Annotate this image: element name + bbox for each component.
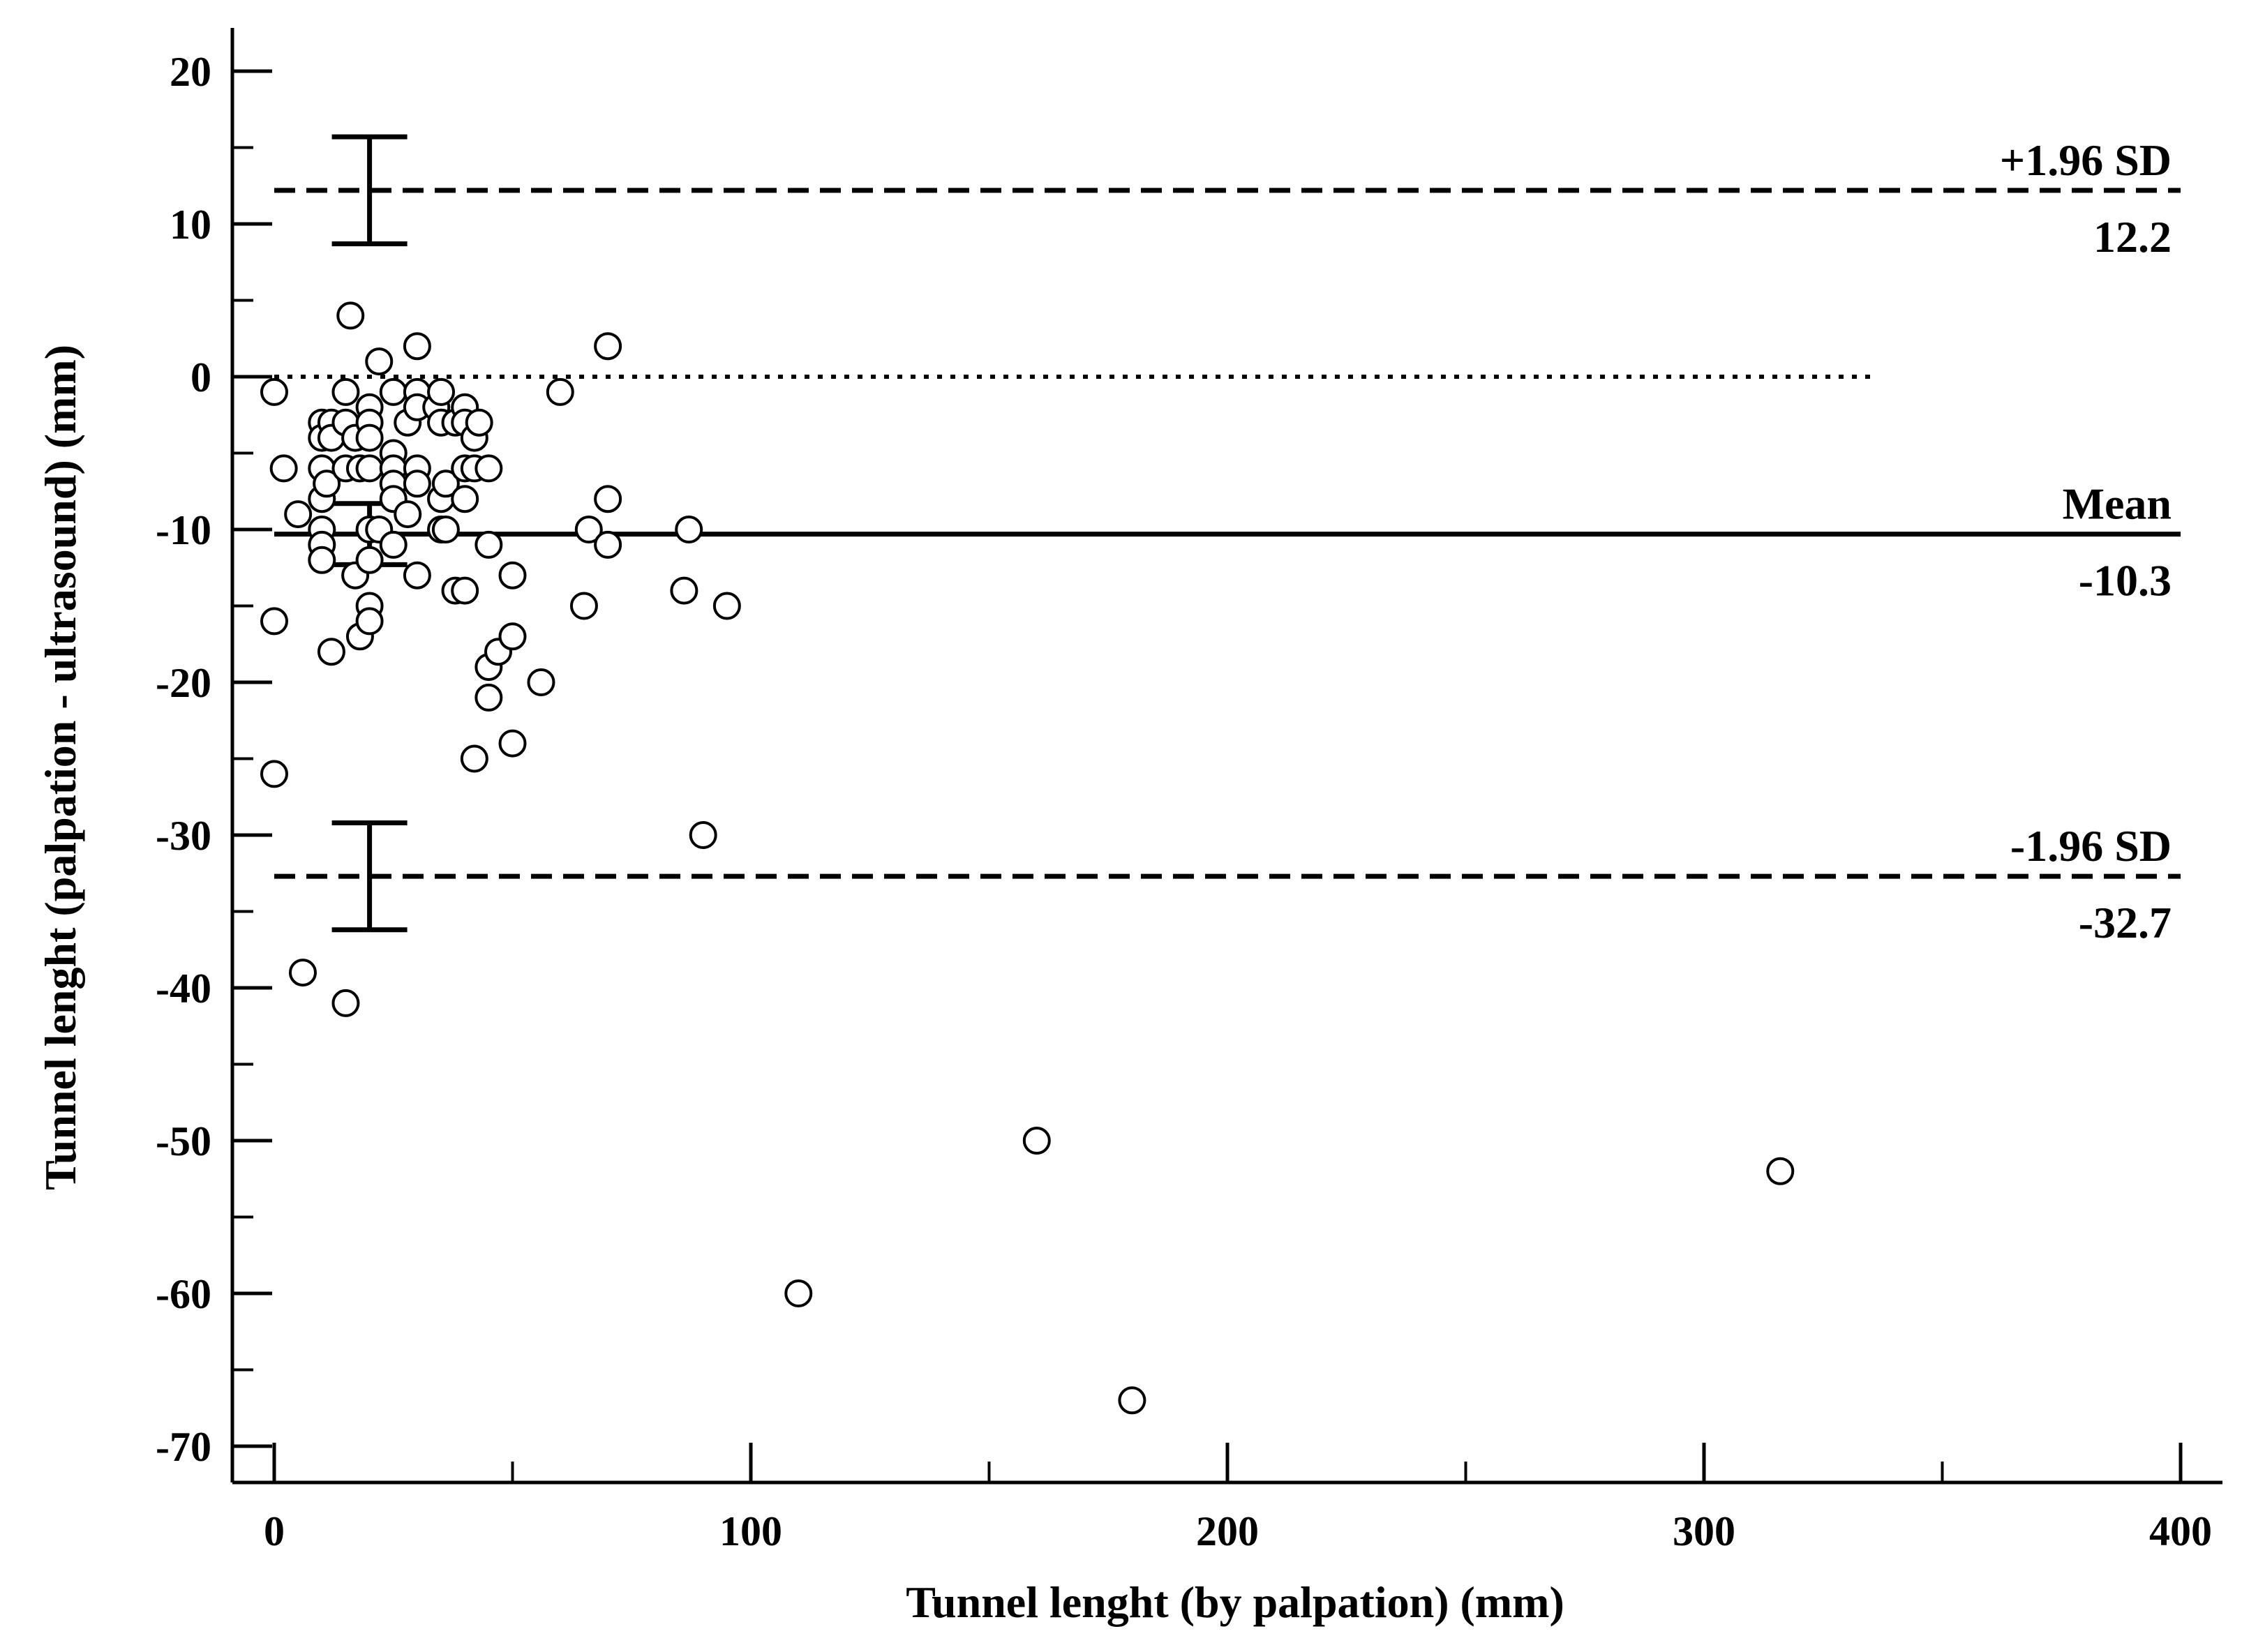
data-point [365, 347, 394, 376]
data-point [498, 561, 527, 590]
x-tick-label: 0 [264, 1508, 285, 1554]
mean-value: -10.3 [2079, 556, 2172, 606]
data-point [594, 485, 622, 513]
data-point [403, 470, 431, 498]
data-point [394, 500, 422, 529]
x-axis-title: Tunnel lenght (by palpation) (mm) [906, 1577, 1564, 1627]
data-point [431, 470, 460, 498]
data-point [574, 516, 603, 543]
data-point [527, 668, 555, 696]
data-point [1022, 1127, 1051, 1155]
data-point [269, 454, 298, 483]
data-point [331, 377, 360, 406]
data-point [712, 592, 741, 620]
data-point [594, 530, 622, 559]
lower-limit-label: -1.96 SD [2010, 821, 2172, 871]
data-point [308, 546, 336, 574]
y-tick-label: 0 [190, 354, 211, 400]
data-point [284, 500, 313, 529]
data-point [498, 622, 527, 651]
data-point [1766, 1157, 1795, 1185]
data-point [474, 454, 503, 483]
data-point [336, 301, 365, 330]
data-point [1118, 1386, 1146, 1415]
data-point [313, 470, 341, 498]
data-point [498, 729, 527, 758]
data-point [260, 377, 288, 406]
data-point [784, 1279, 813, 1307]
data-point [317, 638, 345, 666]
y-tick-label: -20 [156, 660, 211, 706]
y-tick-label: -60 [156, 1271, 211, 1317]
data-point [451, 485, 479, 513]
data-point [355, 423, 384, 452]
y-tick-label: -30 [156, 813, 211, 859]
data-point [355, 607, 384, 636]
data-point [355, 454, 384, 483]
y-tick-label: 20 [170, 49, 211, 95]
x-tick-label: 300 [1673, 1508, 1735, 1554]
data-point [569, 592, 598, 620]
data-point [260, 760, 288, 788]
chart-labels: Tunnel lenght (by palpation) (mm) Tunnel… [36, 135, 2172, 1627]
x-tick-label: 100 [719, 1508, 782, 1554]
upper-limit-value: 12.2 [2093, 212, 2172, 262]
y-axis-title: Tunnel lenght (palpation - ultrasound) (… [36, 345, 85, 1190]
data-points [260, 301, 1795, 1415]
data-point [451, 576, 479, 605]
data-point [689, 821, 717, 849]
data-point [460, 744, 488, 773]
data-point [594, 332, 622, 361]
y-tick-label: -10 [156, 507, 211, 553]
y-tick-label: -50 [156, 1118, 211, 1164]
data-point [675, 516, 703, 543]
data-point [288, 959, 317, 987]
data-point [260, 607, 288, 636]
data-point [546, 377, 574, 406]
data-point [403, 561, 431, 590]
y-tick-label: -40 [156, 966, 211, 1012]
data-point [474, 530, 503, 559]
data-point [431, 516, 460, 543]
reference-lines [274, 188, 2181, 879]
data-point [331, 989, 360, 1017]
y-tick-label: -70 [156, 1424, 211, 1470]
data-point [379, 530, 408, 559]
data-point [474, 683, 503, 712]
lower-limit-value: -32.7 [2079, 898, 2172, 947]
mean-label: Mean [2063, 479, 2172, 529]
x-tick-label: 200 [1196, 1508, 1259, 1554]
data-point [427, 377, 456, 406]
upper-limit-label: +1.96 SD [2000, 135, 2172, 185]
x-tick-label: 400 [2149, 1508, 2212, 1554]
data-point [670, 576, 698, 605]
data-point [465, 408, 493, 437]
data-point [379, 377, 408, 406]
y-tick-label: 10 [170, 202, 211, 248]
data-point [355, 546, 384, 574]
data-point [403, 332, 431, 361]
